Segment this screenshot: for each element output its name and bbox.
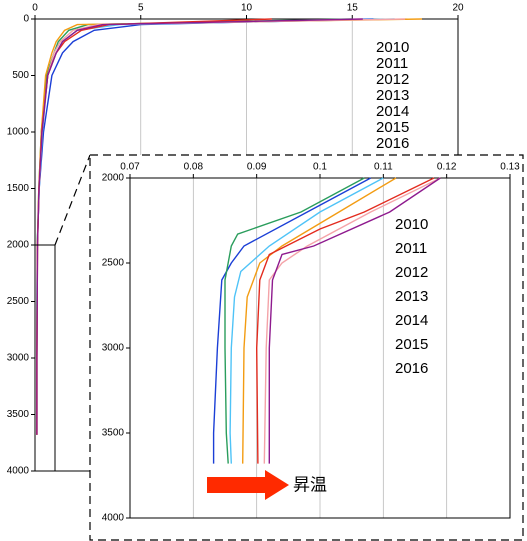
y-tick-label: 3500 [7, 409, 30, 420]
data-line [268, 177, 441, 464]
y-tick-label: 500 [12, 70, 29, 81]
x-tick-label: 5 [138, 3, 144, 14]
data-line [242, 177, 397, 464]
y-tick-label: 4000 [102, 513, 125, 524]
legend-entry: 2011 [395, 240, 427, 257]
legend-entry: 2013 [376, 87, 409, 104]
legend-entry: 2012 [395, 264, 428, 281]
y-tick-label: 0 [23, 14, 29, 25]
data-line [229, 177, 384, 464]
zoom-connector [54, 154, 91, 246]
arrow [207, 470, 289, 500]
y-tick-label: 4000 [7, 466, 30, 477]
legend-entry: 2016 [376, 135, 409, 152]
x-tick-label: 10 [241, 3, 253, 14]
y-tick-label: 2500 [102, 258, 125, 269]
legend-entry: 2012 [376, 71, 409, 88]
y-tick-label: 1000 [7, 127, 30, 138]
data-line [36, 18, 363, 435]
y-tick-label: 3000 [7, 353, 30, 364]
annotation: 昇温 [293, 475, 327, 494]
y-tick-label: 2000 [102, 173, 125, 184]
data-line [255, 177, 435, 464]
x-tick-label: 0 [32, 3, 38, 14]
legend-entry: 2013 [395, 288, 428, 305]
x-tick-label: 20 [452, 3, 464, 14]
inset-background [89, 154, 524, 541]
legend-entry: 2010 [376, 39, 409, 56]
plot-frame [129, 177, 511, 519]
legend-entry: 2015 [376, 119, 409, 136]
x-tick-label: 0.13 [500, 162, 520, 173]
legend-entry: 2011 [376, 55, 408, 72]
legend-entry: 2014 [395, 312, 428, 329]
legend-entry: 2016 [395, 360, 428, 377]
legend-entry: 2015 [395, 336, 428, 353]
x-tick-label: 0.07 [120, 162, 140, 173]
x-tick-label: 0.1 [313, 162, 327, 173]
x-tick-label: 0.08 [184, 162, 204, 173]
x-tick-label: 0.09 [247, 162, 267, 173]
legend-entry: 2010 [395, 216, 428, 233]
data-line [224, 177, 365, 464]
y-tick-label: 2000 [7, 240, 30, 251]
y-tick-label: 3500 [102, 428, 125, 439]
legend-entry: 2014 [376, 103, 409, 120]
y-tick-label: 2500 [7, 296, 30, 307]
y-tick-label: 3000 [102, 343, 125, 354]
x-tick-label: 0.11 [374, 162, 393, 173]
x-tick-label: 15 [347, 3, 359, 14]
zoom-box [35, 244, 56, 472]
data-line [263, 177, 441, 464]
y-tick-label: 1500 [7, 183, 30, 194]
x-tick-label: 0.12 [437, 162, 457, 173]
